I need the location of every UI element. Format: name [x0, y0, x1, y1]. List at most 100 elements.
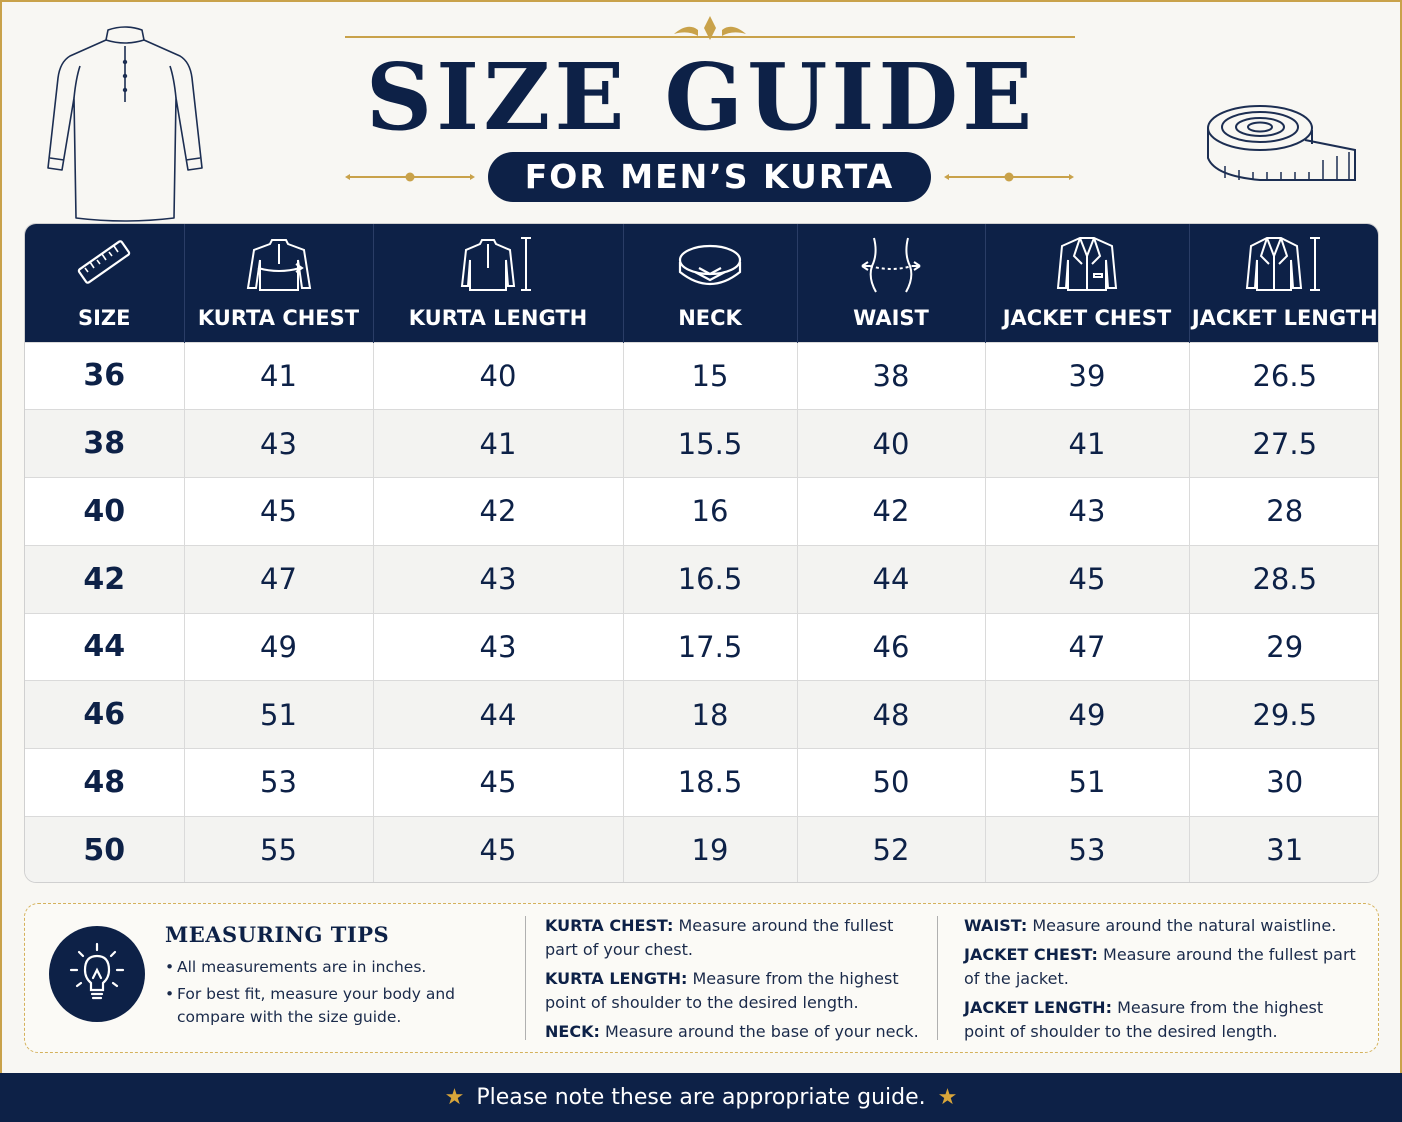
- tips-list: All measurements are in inches. For best…: [165, 956, 525, 1033]
- measuring-tape-illustration: [1207, 105, 1356, 181]
- column-header-kurta-length: KURTA LENGTH: [373, 224, 624, 342]
- star-icon: ★: [444, 1085, 465, 1110]
- measurement-cell: 19: [623, 815, 798, 882]
- definition-neck: NECK: Measure around the base of your ne…: [545, 1022, 919, 1041]
- measurement-cell: 30: [1189, 748, 1378, 817]
- table-header-row: SIZE KURTA CHEST: [25, 224, 1378, 342]
- table-row: 50 55 45 19 52 53 31: [25, 815, 1378, 882]
- size-cell: 42: [25, 544, 185, 613]
- size-cell: 44: [25, 612, 185, 681]
- measurement-cell: 48: [797, 680, 986, 749]
- measurement-cell: 49: [184, 612, 374, 681]
- column-header-size: SIZE: [25, 224, 185, 342]
- measurement-cell: 17.5: [623, 612, 798, 681]
- list-item: All measurements are in inches.: [165, 956, 525, 979]
- list-item: For best fit, measure your body and comp…: [165, 983, 525, 1029]
- header: SIZE GUIDE FOR MEN’S KURTA: [0, 0, 1402, 222]
- table-row: 42 47 43 16.5 44 45 28.5: [25, 544, 1378, 613]
- divider: [937, 916, 938, 1040]
- definition-kurta-length: KURTA LENGTH: Measure from the highest p…: [545, 969, 899, 1012]
- size-cell: 46: [25, 680, 185, 749]
- measurement-cell: 27.5: [1189, 409, 1378, 478]
- column-header-jacket-length: JACKET LENGTH: [1189, 224, 1378, 342]
- jacket-length-icon: [1245, 236, 1320, 291]
- table-row: 40 45 42 16 42 43 28: [25, 477, 1378, 546]
- measurement-cell: 28: [1189, 477, 1378, 546]
- measurement-cell: 46: [797, 612, 986, 681]
- size-cell: 50: [25, 815, 185, 882]
- table-row: 38 43 41 15.5 40 41 27.5: [25, 409, 1378, 478]
- column-header-waist: WAIST: [797, 224, 986, 342]
- measurement-cell: 39: [985, 341, 1190, 410]
- measurement-cell: 31: [1189, 815, 1378, 882]
- measurement-cell: 45: [184, 477, 374, 546]
- measurement-cell: 49: [985, 680, 1190, 749]
- definitions-column-2: WAIST: Measure around the natural waistl…: [964, 914, 1364, 1049]
- crown-ornament-icon: [674, 16, 746, 40]
- measuring-tips-panel: MEASURING TIPS All measurements are in i…: [24, 903, 1379, 1053]
- column-label: NECK: [678, 305, 742, 330]
- lightbulb-icon: [69, 942, 125, 1000]
- measurement-cell: 51: [184, 680, 374, 749]
- waist-icon: [861, 237, 921, 292]
- measurement-cell: 41: [373, 409, 624, 478]
- measurement-cell: 15.5: [623, 409, 798, 478]
- table-row: 44 49 43 17.5 46 47 29: [25, 612, 1378, 681]
- column-label: WAIST: [853, 305, 929, 330]
- footer-note: Please note these are appropriate guide.: [476, 1085, 926, 1110]
- measurement-cell: 40: [373, 341, 624, 410]
- size-table: SIZE KURTA CHEST: [24, 223, 1379, 883]
- measurement-cell: 28.5: [1189, 544, 1378, 613]
- measurement-cell: 42: [797, 477, 986, 546]
- measurement-cell: 18: [623, 680, 798, 749]
- definition-waist: WAIST: Measure around the natural waistl…: [964, 916, 1337, 935]
- kurta-illustration: [47, 26, 203, 222]
- measurement-cell: 40: [797, 409, 986, 478]
- jacket-chest-icon: [1056, 236, 1118, 291]
- size-cell: 38: [25, 409, 185, 478]
- column-label: SIZE: [77, 305, 131, 330]
- lightbulb-badge: [49, 926, 145, 1022]
- column-label: JACKET CHEST: [1002, 305, 1172, 330]
- star-icon: ★: [937, 1085, 958, 1110]
- measurement-cell: 44: [797, 544, 986, 613]
- measurement-cell: 52: [797, 815, 986, 882]
- column-header-jacket-chest: JACKET CHEST: [985, 224, 1190, 342]
- page-title: SIZE GUIDE: [365, 43, 1037, 151]
- measurement-cell: 53: [184, 748, 374, 817]
- kurta-length-icon: [460, 236, 531, 291]
- column-label: KURTA LENGTH: [408, 305, 588, 330]
- measurement-cell: 16.5: [623, 544, 798, 613]
- measurement-cell: 50: [797, 748, 986, 817]
- measurement-cell: 29: [1189, 612, 1378, 681]
- measurement-cell: 42: [373, 477, 624, 546]
- column-header-neck: NECK: [623, 224, 798, 342]
- measurement-cell: 16: [623, 477, 798, 546]
- definition-kurta-chest: KURTA CHEST: Measure around the fullest …: [545, 916, 894, 959]
- kurta-chest-icon: [246, 238, 311, 291]
- measurement-cell: 43: [373, 612, 624, 681]
- measurement-cell: 43: [985, 477, 1190, 546]
- divider: [525, 916, 526, 1040]
- footer-banner: ★ Please note these are appropriate guide…: [0, 1073, 1402, 1122]
- right-ornament-icon: [944, 172, 1074, 182]
- table-row: 46 51 44 18 48 49 29.5: [25, 680, 1378, 749]
- definition-jacket-chest: JACKET CHEST: Measure around the fullest…: [964, 945, 1356, 988]
- size-cell: 40: [25, 477, 185, 546]
- definition-jacket-length: JACKET LENGTH: Measure from the highest …: [964, 998, 1324, 1041]
- measurement-cell: 38: [797, 341, 986, 410]
- measurement-cell: 45: [373, 815, 624, 882]
- measurement-cell: 41: [985, 409, 1190, 478]
- collar-icon: [678, 244, 742, 285]
- tips-heading: MEASURING TIPS: [165, 922, 390, 947]
- measurement-cell: 41: [184, 341, 374, 410]
- measurement-cell: 43: [373, 544, 624, 613]
- left-ornament-icon: [345, 172, 475, 182]
- measurement-cell: 43: [184, 409, 374, 478]
- measurement-cell: 29.5: [1189, 680, 1378, 749]
- measurement-cell: 15: [623, 341, 798, 410]
- size-cell: 36: [25, 341, 185, 410]
- table-row: 48 53 45 18.5 50 51 30: [25, 748, 1378, 817]
- measurement-cell: 45: [373, 748, 624, 817]
- measurement-cell: 51: [985, 748, 1190, 817]
